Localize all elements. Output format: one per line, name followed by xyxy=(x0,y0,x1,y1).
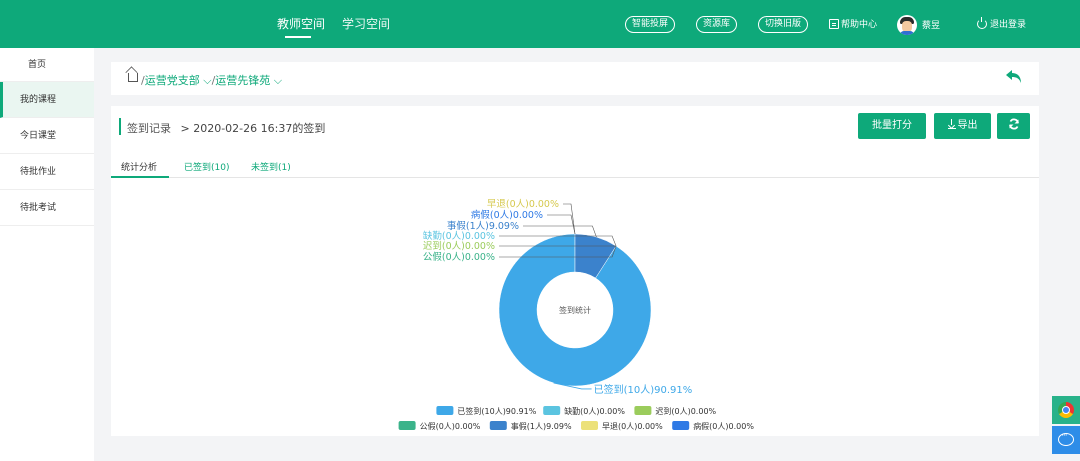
chat-button[interactable] xyxy=(1052,426,1080,454)
avatar[interactable] xyxy=(897,15,917,35)
legend-label[interactable]: 病假(0人)0.00% xyxy=(693,421,754,431)
refresh-button[interactable] xyxy=(997,113,1030,139)
top-bar: 教师空间 学习空间 智能投屏 资源库 切换旧版 帮助中心 蔡昱 退出登录 xyxy=(0,0,1080,48)
browser-tip-button[interactable] xyxy=(1052,396,1080,424)
refresh-icon xyxy=(1008,118,1019,130)
label-leader-line xyxy=(499,235,617,247)
sidebar-item-pending-exams[interactable]: 待批考试 xyxy=(0,190,94,226)
sidebar-item-home[interactable]: 首页 xyxy=(0,48,94,82)
record-title-label: 签到记录 xyxy=(127,122,171,135)
legend-swatch[interactable] xyxy=(398,421,416,430)
pie-slice-4[interactable] xyxy=(574,233,617,279)
help-center-label: 帮助中心 xyxy=(841,20,878,30)
logout-label: 退出登录 xyxy=(990,20,1027,30)
tab-statistics[interactable]: 统计分析 xyxy=(121,163,158,173)
record-title: 签到记录 > 2020-02-26 16:37的签到 xyxy=(127,120,325,136)
sign-in-donut-chart: 签到统计已签到(10人)90.91%缺勤(0人)0.00%迟到(0人)0.00%… xyxy=(398,199,754,431)
tab-bar: 统计分析 已签到(10) 未签到(1) xyxy=(111,154,1039,178)
data-label-1: 缺勤(0人)0.00% xyxy=(423,230,495,242)
user-name[interactable]: 蔡昱 xyxy=(922,21,941,31)
legend-swatch[interactable] xyxy=(489,421,507,430)
label-leader-line xyxy=(553,382,592,390)
nav-teacher-space[interactable]: 教师空间 xyxy=(277,17,326,38)
legend-label[interactable]: 迟到(0人)0.00% xyxy=(655,407,716,416)
tab-signed-in[interactable]: 已签到(10) xyxy=(184,163,230,173)
chevron-down-icon[interactable]: ⌵ xyxy=(270,74,283,87)
download-icon xyxy=(947,119,956,129)
chart-center-label: 签到统计 xyxy=(559,305,591,315)
breadcrumb-item-branch[interactable]: 运营党支部 xyxy=(144,74,200,87)
sign-in-record-panel: 签到记录 > 2020-02-26 16:37的签到 批量打分 导出 统计分析 … xyxy=(111,106,1039,436)
export-button[interactable]: 导出 xyxy=(934,113,991,139)
legend-label[interactable]: 缺勤(0人)0.00% xyxy=(564,406,625,416)
label-leader-line xyxy=(523,225,597,238)
resource-library-button[interactable]: 资源库 xyxy=(696,16,738,33)
title-accent-bar xyxy=(119,118,121,135)
active-tab-indicator xyxy=(111,176,169,178)
breadcrumb-item-course[interactable]: 运营先锋苑 xyxy=(215,74,271,87)
data-label-4: 事假(1人)9.09% xyxy=(447,220,519,232)
record-subtitle: > 2020-02-26 16:37的签到 xyxy=(180,122,326,135)
power-icon xyxy=(977,16,987,29)
sidebar-item-my-courses[interactable]: 我的课程 xyxy=(0,82,94,118)
home-icon[interactable] xyxy=(128,73,138,82)
chat-bubble-icon xyxy=(1058,431,1074,446)
switch-old-version-button[interactable]: 切换旧版 xyxy=(758,16,809,33)
legend-swatch[interactable] xyxy=(634,406,652,415)
chrome-icon xyxy=(1058,402,1074,418)
nav-learning-space[interactable]: 学习空间 xyxy=(342,17,391,31)
help-center-link[interactable]: 帮助中心 xyxy=(829,17,877,30)
data-label-0: 已签到(10人)90.91% xyxy=(594,383,693,396)
back-arrow-icon[interactable] xyxy=(1005,69,1023,85)
logout-button[interactable]: 退出登录 xyxy=(977,16,1027,30)
tab-not-signed-in[interactable]: 未签到(1) xyxy=(251,163,291,173)
batch-grade-button[interactable]: 批量打分 xyxy=(858,113,926,139)
label-leader-line xyxy=(563,203,576,235)
data-label-5: 早退(0人)0.00% xyxy=(487,199,559,210)
legend-swatch[interactable] xyxy=(436,406,454,415)
legend-swatch[interactable] xyxy=(543,406,561,415)
legend-label[interactable]: 公假(0人)0.00% xyxy=(420,422,481,431)
data-label-2: 迟到(0人)0.00% xyxy=(423,240,495,252)
smart-cast-button[interactable]: 智能投屏 xyxy=(625,16,676,33)
legend-swatch[interactable] xyxy=(581,421,598,430)
legend-label[interactable]: 早退(0人)0.00% xyxy=(602,422,663,431)
legend-swatch[interactable] xyxy=(672,421,690,430)
breadcrumb-path: /运营党支部 ⌵/运营先锋苑 ⌵ xyxy=(141,74,283,87)
legend-label[interactable]: 事假(1人)9.09% xyxy=(511,421,572,431)
help-doc-icon xyxy=(829,18,839,29)
sidebar: 首页 我的课程 今日课堂 待批作业 待批考试 xyxy=(0,48,94,461)
label-leader-line xyxy=(499,245,617,258)
label-leader-line xyxy=(547,214,576,235)
pie-slice-0[interactable] xyxy=(498,233,652,387)
legend-label[interactable]: 已签到(10人)90.91% xyxy=(457,406,536,416)
sidebar-item-pending-homework[interactable]: 待批作业 xyxy=(0,154,94,190)
sidebar-item-today-class[interactable]: 今日课堂 xyxy=(0,118,94,154)
data-label-3: 公假(0人)0.00% xyxy=(423,251,495,263)
data-label-6: 病假(0人)0.00% xyxy=(471,209,543,221)
chevron-down-icon[interactable]: ⌵ xyxy=(199,74,212,87)
breadcrumb: /运营党支部 ⌵/运营先锋苑 ⌵ xyxy=(111,62,1039,95)
